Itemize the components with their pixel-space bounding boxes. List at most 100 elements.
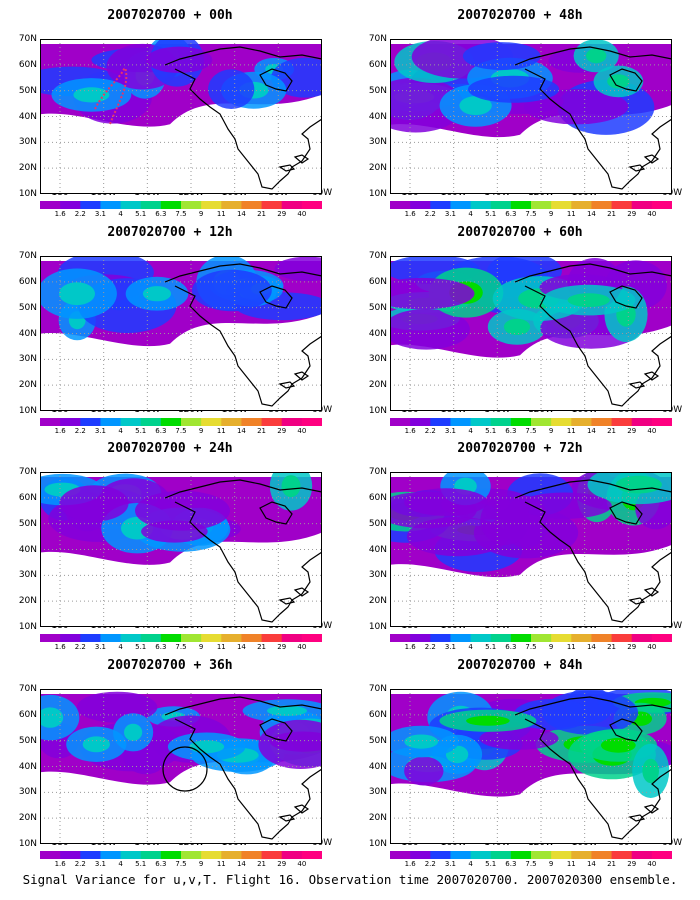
coastline <box>164 479 322 499</box>
colorbar-swatch <box>450 418 472 426</box>
colorbar-swatch <box>201 851 222 859</box>
colorbar-swatch <box>140 634 162 642</box>
colorbar-label: 9 <box>198 427 204 435</box>
colorbar-label: 1.6 <box>404 860 416 868</box>
coastline <box>259 68 293 92</box>
colorbar-label: 6.3 <box>155 210 167 218</box>
lat-tick-label: 50N <box>368 85 387 96</box>
variance-map <box>40 256 322 411</box>
map-panel: 2007020700 + 84h70N60N50N40N30N20N10N180… <box>355 658 685 873</box>
colorbar-swatch <box>181 634 202 642</box>
variance-contour <box>189 740 225 754</box>
colorbar-label: 6.3 <box>155 643 167 651</box>
colorbar-swatch <box>470 851 492 859</box>
variance-contour <box>192 269 272 312</box>
colorbar-swatch <box>571 634 592 642</box>
colorbar-label: 2.2 <box>74 643 86 651</box>
colorbar-swatch <box>591 634 613 642</box>
lat-tick-label: 70N <box>18 34 37 44</box>
variance-contour <box>586 48 607 64</box>
colorbar-label: 2.2 <box>74 427 86 435</box>
variance-contour <box>404 734 439 749</box>
variance-contour <box>258 719 322 769</box>
lat-tick-label: 50N <box>18 518 37 529</box>
lat-tick-label: 60N <box>368 276 387 287</box>
variance-contour <box>642 758 659 784</box>
variance-contour <box>462 42 541 71</box>
lat-tick-label: 20N <box>18 163 37 174</box>
lat-tick-label: 30N <box>18 570 37 581</box>
colorbar-label: 6.3 <box>505 427 517 435</box>
coastline <box>524 68 672 190</box>
figure-caption: Signal Variance for u,v,T. Flight 16. Ob… <box>22 872 678 887</box>
colorbar-swatch <box>120 201 142 209</box>
colorbar-swatch <box>40 634 61 642</box>
colorbar-label: 3.1 <box>444 427 456 435</box>
coastline <box>174 501 322 623</box>
colorbar-swatch <box>261 634 283 642</box>
colorbar-label: 7.5 <box>175 210 187 218</box>
colorbar-swatch <box>60 634 81 642</box>
lat-tick-label: 10N <box>18 622 37 632</box>
colorbar-label: 11 <box>566 427 576 435</box>
lat-tick-label: 30N <box>368 570 387 581</box>
coastline <box>628 597 646 605</box>
colorbar-swatch <box>571 851 592 859</box>
colorbar-label: 9 <box>548 643 554 651</box>
lat-tick-label: 40N <box>18 761 37 772</box>
lat-tick-label: 20N <box>18 380 37 391</box>
variance-contour <box>135 490 230 531</box>
variance-map <box>390 689 672 844</box>
colorbar-label: 1.6 <box>54 860 66 868</box>
colorbar-swatch <box>490 201 512 209</box>
colorbar-swatch <box>390 634 411 642</box>
coastline <box>514 263 672 283</box>
map-panel: 2007020700 + 48h70N60N50N40N30N20N10N180… <box>355 8 685 223</box>
colorbar-swatch <box>241 851 263 859</box>
colorbar-label: 6.3 <box>505 643 517 651</box>
colorbar-label: 1.6 <box>54 427 66 435</box>
colorbar-swatch <box>490 634 512 642</box>
map-border <box>40 472 322 627</box>
colorbar-label: 21 <box>257 427 267 435</box>
variance-contour <box>390 309 470 350</box>
colorbar-swatch <box>221 634 242 642</box>
coastline <box>293 804 310 814</box>
variance-contour <box>82 736 110 753</box>
coastline <box>278 381 296 389</box>
colorbar-swatch <box>281 851 303 859</box>
colorbar-swatch <box>60 418 81 426</box>
colorbar-swatch <box>301 634 322 642</box>
colorbar-swatch <box>591 201 613 209</box>
colorbar-swatch <box>120 851 142 859</box>
coastline <box>278 164 296 172</box>
colorbar-label: 21 <box>607 427 617 435</box>
variance-contour <box>567 293 610 307</box>
lat-tick-label: 50N <box>18 85 37 96</box>
colorbar-label: 4 <box>468 860 473 868</box>
map-border <box>40 39 322 194</box>
colorbar-swatch <box>140 201 162 209</box>
variance-contour <box>274 256 322 281</box>
colorbar-label: 21 <box>257 210 267 218</box>
colorbar-swatch <box>591 851 613 859</box>
colorbar-swatch <box>430 201 451 209</box>
colorbar-label: 5.1 <box>485 210 497 218</box>
variance-map <box>390 39 672 194</box>
colorbar-swatch <box>551 634 572 642</box>
colorbar-label: 40 <box>647 427 657 435</box>
colorbar-label: 40 <box>647 210 657 218</box>
colorbar-label: 1.6 <box>404 643 416 651</box>
colorbar-label: 3.1 <box>444 643 456 651</box>
colorbar-label: 5.1 <box>135 210 147 218</box>
coastline <box>609 718 643 742</box>
colorbar <box>40 851 322 859</box>
colorbar-swatch <box>40 201 61 209</box>
colorbar-swatch <box>551 201 572 209</box>
colorbar-label: 14 <box>236 860 246 868</box>
variance-map <box>390 472 672 627</box>
colorbar-label: 4 <box>118 427 123 435</box>
colorbar-swatch <box>100 634 122 642</box>
colorbar-label: 5.1 <box>135 643 147 651</box>
colorbar-label: 3.1 <box>444 860 456 868</box>
